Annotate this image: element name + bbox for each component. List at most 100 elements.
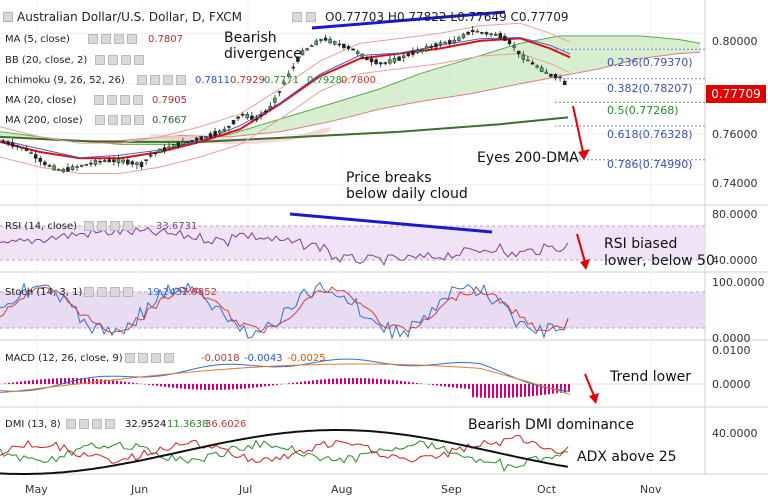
gear-icon[interactable] [101,34,111,44]
candle [558,76,562,79]
eye-icon[interactable] [95,115,105,125]
gear-icon[interactable] [150,75,160,85]
gear-icon[interactable] [108,115,118,125]
macd-hist-bar [308,380,310,384]
macd-hist-bar [36,379,38,384]
eye-icon[interactable] [125,353,135,363]
close-icon[interactable] [134,55,144,65]
gear-icon[interactable] [306,12,316,22]
add-icon[interactable] [121,55,131,65]
macd-hist-bar [556,384,558,394]
candle [15,145,20,148]
macd-hist-bar [496,384,498,398]
close-icon[interactable] [123,221,133,231]
macd-hist-bar [44,379,46,384]
rsi-label: RSI (14, close) [5,221,78,232]
gear-icon[interactable] [97,221,107,231]
candle [130,161,135,165]
macd-hist-bar [408,381,410,384]
gear-icon[interactable] [107,95,117,105]
candle [484,32,489,35]
candle [521,54,526,60]
macd-hist-bar [428,384,430,385]
add-icon[interactable] [120,95,130,105]
candle [401,55,406,59]
gear-icon[interactable] [97,287,107,297]
add-icon[interactable] [110,287,120,297]
ichimoku-span-a [0,35,701,145]
macd-hist-bar [472,384,474,398]
collapse-icon[interactable] [3,12,13,22]
eye-icon[interactable] [137,75,147,85]
eye-icon[interactable] [292,12,302,22]
macd-hist-bar [132,382,134,384]
gear-icon[interactable] [108,55,118,65]
annotation-divergence: divergence [224,46,302,62]
candle [171,144,176,148]
eye-icon[interactable] [84,287,94,297]
candle [470,30,475,32]
candle [135,162,139,166]
macd-hist-bar [128,382,130,384]
arrow-head [578,149,590,160]
eye-icon[interactable] [66,419,76,429]
candle [38,157,43,162]
candle [70,166,75,171]
close-icon[interactable] [105,419,115,429]
close-icon[interactable] [127,34,137,44]
close-icon[interactable] [134,115,144,125]
candle [254,118,259,121]
macd-hist-bar [152,384,154,386]
macd-hist-bar [276,384,278,385]
add-icon[interactable] [110,221,120,231]
macd-hist-bar [8,382,10,384]
eye-icon[interactable] [88,34,98,44]
close-icon[interactable] [123,287,133,297]
add-icon[interactable] [151,353,161,363]
macd-signal-value: -0.0043 [244,353,283,364]
candle [498,33,503,39]
close-icon[interactable] [164,353,174,363]
candle [309,45,314,47]
macd-hist-bar [460,384,462,389]
macd-hist-bar [52,378,54,384]
bb-lower [0,52,571,174]
candle [79,164,84,167]
add-icon[interactable] [121,115,131,125]
add-icon[interactable] [163,75,173,85]
close-icon[interactable] [176,75,186,85]
macd-hist-bar [32,380,34,384]
gear-icon[interactable] [138,353,148,363]
eye-icon[interactable] [84,221,94,231]
candle [33,154,38,159]
eye-icon[interactable] [94,95,104,105]
annotation-adx-above-25: ADX above 25 [577,449,677,465]
candle [240,113,245,116]
annotation-eyes-200dma: Eyes 200-DMA [477,150,579,166]
add-icon[interactable] [92,419,102,429]
candle [434,43,438,48]
macd-hist-bar [4,383,6,384]
macd-hist-bar [400,380,402,384]
gear-icon[interactable] [79,419,89,429]
macd-hist-bar [68,378,70,384]
macd-hist-bar [88,378,90,384]
macd-hist-bar [136,383,138,384]
macd-hist-bar [60,378,62,384]
close-icon[interactable] [133,95,143,105]
candle [222,128,227,132]
candle [167,146,171,149]
macd-hist-bar [504,384,506,398]
candle [480,32,484,34]
candle [227,125,231,128]
macd-hist-bar [416,382,418,384]
macd-hist-bar [180,384,182,389]
macd-hist-bar [404,381,406,384]
add-icon[interactable] [114,34,124,44]
macd-hist-bar [228,384,230,390]
eye-icon[interactable] [95,55,105,65]
candle [47,164,52,167]
macd-hist-bar [452,384,454,388]
macd-hist-bar [368,378,370,384]
